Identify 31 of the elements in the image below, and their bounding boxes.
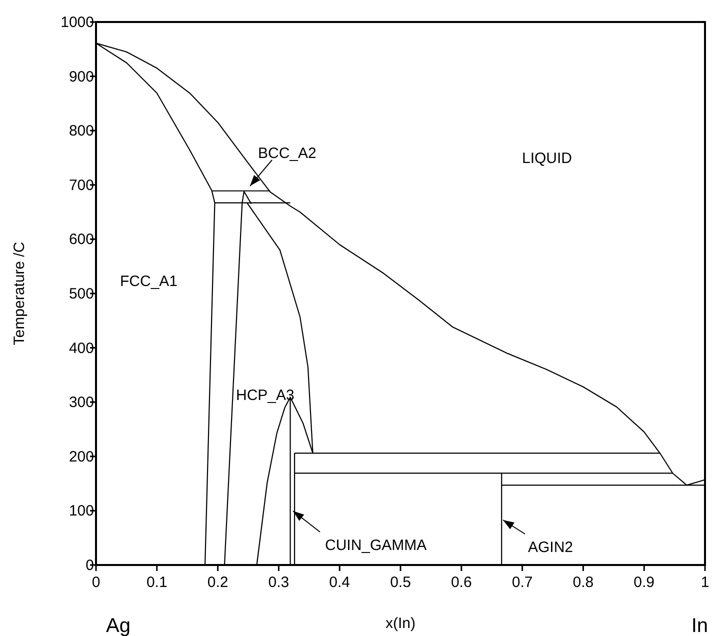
x-tick-label: 0.2 bbox=[207, 574, 228, 591]
y-axis-title: Temperature /C bbox=[11, 242, 28, 346]
x-tick-label: 0.6 bbox=[450, 574, 472, 591]
annotation: HCP_A3 bbox=[236, 387, 294, 404]
y-tick-label: 400 bbox=[68, 340, 94, 357]
annotation: CUIN_GAMMA bbox=[325, 537, 427, 554]
annotation: BCC_A2 bbox=[258, 145, 316, 162]
x-tick-label: 0.1 bbox=[146, 574, 168, 591]
y-tick-label: 300 bbox=[68, 394, 94, 412]
y-tick-label: 900 bbox=[68, 68, 94, 86]
y-tick-label: 800 bbox=[68, 122, 94, 140]
text: Ag bbox=[106, 615, 130, 636]
y-tick-label: 700 bbox=[68, 176, 94, 194]
x-tick-label: 0.9 bbox=[634, 574, 655, 591]
x-tick-label: 0.7 bbox=[512, 574, 533, 591]
annotation: AGIN2 bbox=[528, 539, 574, 556]
y-tick-label: 200 bbox=[68, 448, 94, 466]
y-tick-label: 0 bbox=[86, 557, 94, 574]
text: In bbox=[691, 615, 708, 636]
y-tick-label: 600 bbox=[68, 231, 94, 248]
annotation: FCC_A1 bbox=[120, 273, 178, 290]
x-tick-label: 0.3 bbox=[268, 574, 290, 591]
x-tick-label: 1 bbox=[700, 574, 710, 591]
x-axis-title: x(In) bbox=[386, 615, 416, 632]
x-tick-label: 0.5 bbox=[390, 574, 411, 591]
y-tick-label: 100 bbox=[68, 502, 94, 520]
x-tick-label: 0.8 bbox=[572, 574, 594, 591]
y-tick-label: 500 bbox=[68, 286, 94, 302]
x-tick-label: 0.4 bbox=[329, 574, 350, 591]
y-tick-label: 1000 bbox=[60, 14, 94, 31]
annotation: LIQUID bbox=[522, 150, 572, 167]
